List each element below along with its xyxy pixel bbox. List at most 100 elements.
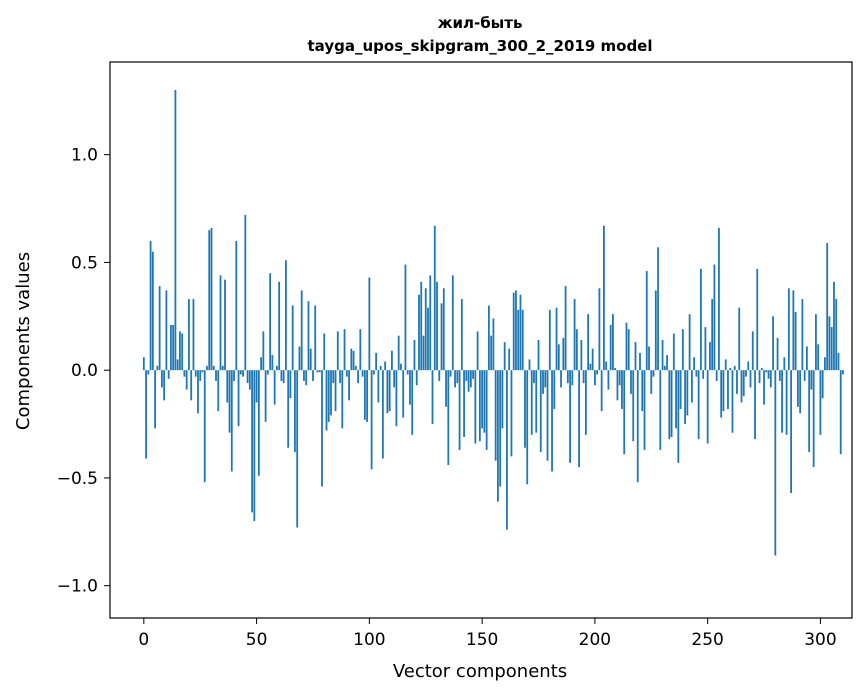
- bar: [593, 370, 596, 386]
- bar: [185, 370, 188, 390]
- bar: [239, 370, 242, 375]
- bar: [224, 279, 226, 371]
- bar: [400, 363, 402, 371]
- bar: [142, 357, 145, 371]
- bar: [454, 370, 456, 388]
- bar: [575, 329, 578, 371]
- bar: [695, 370, 698, 377]
- bar: [359, 329, 362, 371]
- bar: [271, 355, 274, 371]
- bar: [605, 361, 608, 371]
- bar: [499, 370, 502, 487]
- bar: [546, 370, 549, 461]
- bar: [688, 314, 691, 371]
- bar: [366, 370, 368, 422]
- chart-title: жил-быть: [438, 14, 523, 32]
- bar: [458, 370, 461, 450]
- bar: [837, 352, 840, 371]
- bar: [738, 307, 741, 371]
- bar: [296, 370, 299, 528]
- bar: [391, 350, 393, 371]
- bar: [203, 370, 206, 483]
- bar: [433, 225, 436, 371]
- bar: [478, 370, 481, 442]
- bar: [289, 370, 292, 399]
- bar: [402, 370, 405, 418]
- bar: [336, 331, 339, 371]
- bar: [172, 324, 175, 371]
- bar: [449, 370, 452, 377]
- bar: [787, 288, 790, 371]
- bar: [704, 327, 707, 371]
- y-tick-label: −0.5: [57, 469, 98, 489]
- bar: [828, 316, 831, 371]
- bar: [713, 264, 716, 371]
- bar: [149, 240, 152, 371]
- bar: [154, 370, 156, 429]
- bar: [769, 370, 772, 388]
- bar: [192, 299, 195, 371]
- bar: [772, 316, 774, 371]
- bar: [167, 370, 170, 379]
- bar: [395, 370, 398, 427]
- bar: [199, 370, 202, 381]
- bar: [623, 370, 626, 455]
- bar: [332, 370, 335, 384]
- bar: [456, 370, 459, 384]
- bar: [377, 370, 380, 403]
- bar: [221, 365, 224, 371]
- bar: [503, 342, 506, 371]
- bar: [188, 299, 190, 371]
- bar: [603, 225, 605, 371]
- bar: [370, 370, 373, 470]
- bar: [415, 370, 418, 386]
- bar: [404, 264, 407, 371]
- y-tick-label: 0.0: [71, 361, 98, 381]
- bar: [736, 370, 738, 394]
- bar: [327, 370, 330, 422]
- bar: [235, 240, 238, 371]
- bar: [424, 288, 427, 371]
- bar: [573, 299, 576, 371]
- bar: [589, 363, 592, 371]
- bar: [181, 333, 184, 371]
- bar: [197, 370, 199, 414]
- bar: [341, 370, 344, 429]
- bar: [485, 370, 488, 450]
- bar: [388, 370, 391, 412]
- bar: [621, 370, 623, 409]
- bar: [438, 370, 441, 381]
- bar: [650, 370, 653, 394]
- x-tick-label: 100: [353, 630, 385, 650]
- bar: [751, 331, 754, 371]
- x-axis: 0 50 100 150 200 250 300: [138, 618, 837, 650]
- bar: [246, 370, 249, 384]
- bar: [431, 370, 434, 425]
- bar: [510, 370, 513, 457]
- bar: [422, 335, 425, 371]
- bar: [826, 243, 829, 371]
- bar: [720, 370, 723, 418]
- plot-frame: [109, 61, 853, 619]
- bar: [652, 370, 655, 377]
- bar: [420, 281, 423, 371]
- bar: [176, 359, 179, 371]
- bar: [702, 370, 705, 379]
- bar: [699, 268, 702, 371]
- bar: [269, 273, 272, 371]
- bar: [215, 370, 217, 381]
- bar: [506, 370, 508, 530]
- bar: [670, 370, 673, 437]
- bar: [535, 370, 538, 433]
- bar: [742, 370, 745, 397]
- bar: [429, 275, 432, 371]
- bar: [406, 370, 409, 375]
- bar: [334, 370, 337, 412]
- bar: [445, 370, 447, 407]
- bar: [564, 286, 567, 371]
- bar: [413, 340, 416, 371]
- bar: [158, 286, 161, 371]
- bar: [711, 299, 714, 371]
- bar: [228, 370, 231, 433]
- bar: [758, 370, 761, 384]
